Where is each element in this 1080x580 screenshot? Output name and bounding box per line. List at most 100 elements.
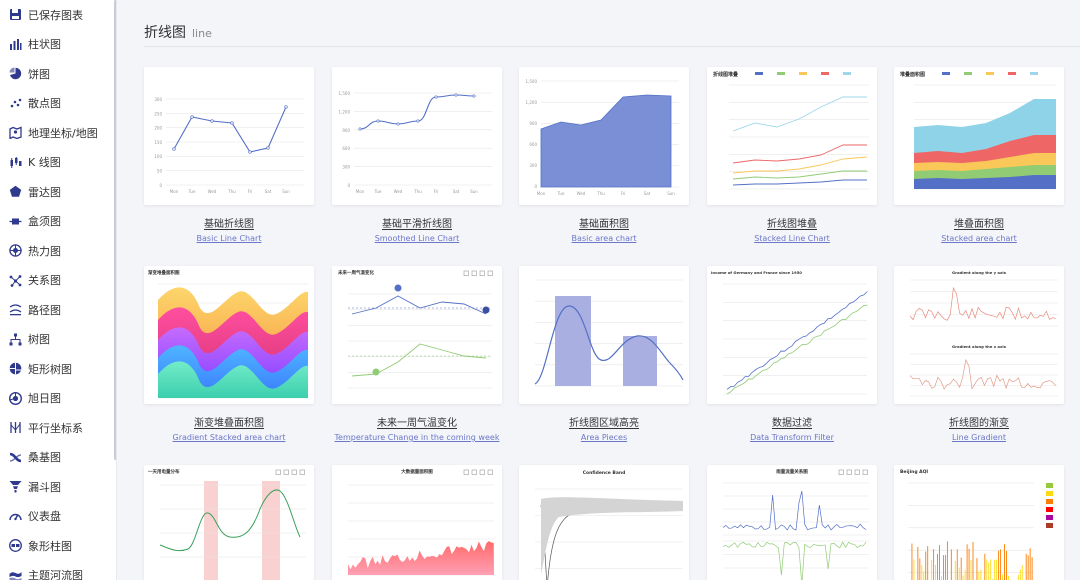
card-subtitle-link[interactable]: Data Transform Filter (750, 433, 834, 442)
flow-line (722, 490, 867, 531)
series-line (159, 489, 301, 552)
sidebar-item-sunburst[interactable]: 旭日图 (0, 384, 114, 413)
sidebar-item-boxplot[interactable]: 盒须图 (0, 207, 114, 236)
toolbox-icon (299, 469, 305, 475)
toolbox-icon (275, 469, 281, 475)
axis-tick-label: 1,500 (526, 79, 538, 84)
card-title[interactable]: 折线图的渐变 (949, 418, 1009, 429)
card-subtitle-link[interactable]: Basic Line Chart (196, 234, 262, 243)
gradient-area-layer (158, 361, 308, 398)
sidebar-item-label: 盒须图 (28, 215, 61, 228)
min-temp-line (351, 343, 487, 377)
parallel-icon (9, 421, 22, 434)
sidebar-item-theme-river[interactable]: 主题河流图 (0, 561, 114, 580)
sidebar-item-pie-chart[interactable]: 饼图 (0, 59, 114, 88)
card-subtitle-link[interactable]: Basic area chart (571, 234, 637, 243)
data-point (230, 121, 234, 125)
card-subtitle-link[interactable]: Area Pieces (580, 433, 628, 442)
card-subtitle-link[interactable]: Smoothed Line Chart (374, 234, 460, 243)
example-card-rainfall[interactable]: 雨量流量关系图 (707, 465, 877, 580)
thumbnail-chart: 未来一周气温变化 (338, 269, 493, 389)
card-thumbnail[interactable]: 雨量流量关系图 (707, 465, 877, 580)
card-title[interactable]: 基础面积图 (579, 219, 629, 230)
card-thumbnail[interactable]: 1,500 1,200 900 600 300 0 Mon Tue Wed Thu Fri Sat Su… (332, 67, 502, 205)
sidebar-item-treemap[interactable]: 矩形树图 (0, 354, 114, 383)
thumbnail-chart: Income of Germany and France since 1950 (711, 270, 868, 395)
card-thumbnail[interactable]: 折线图堆叠 (707, 67, 877, 205)
example-card-basic-area[interactable]: 1,500 1,200 900 600 300 0 Mon Tue Wed Thu Fri Sat Su… (519, 67, 689, 243)
data-point (472, 94, 476, 98)
sidebar-item-lines[interactable]: 路径图 (0, 295, 114, 324)
card-title[interactable]: 折线图区域高亮 (569, 418, 639, 429)
card-thumbnail[interactable]: Gradient along the y axis Gradient along … (894, 266, 1064, 404)
card-thumbnail[interactable]: Income of Germany and France since 1950 (707, 266, 877, 404)
data-point (172, 147, 176, 151)
sidebar-item-heatmap[interactable]: 热力图 (0, 236, 114, 265)
example-card-beijing-aqi[interactable]: Beijing AQI (894, 465, 1064, 580)
toolbox-icon (862, 469, 868, 475)
card-subtitle-link[interactable]: Stacked Line Chart (754, 234, 830, 243)
sidebar-item-candlestick[interactable]: K 线图 (0, 148, 114, 177)
series-line (732, 170, 867, 180)
example-card-smooth-line[interactable]: 1,500 1,200 900 600 300 0 Mon Tue Wed Thu Fri Sat Su… (332, 67, 502, 243)
card-title[interactable]: 数据过滤 (772, 418, 812, 429)
axis-tick-label: Tue (374, 189, 382, 194)
example-card-area-pieces[interactable]: 折线图区域高亮 Area Pieces (519, 266, 689, 442)
card-title[interactable]: 折线图堆叠 (767, 219, 817, 230)
example-card-stacked-area[interactable]: 堆叠面积图 堆叠面积图 Stacked area chart (894, 67, 1064, 243)
sidebar-item-pictorial-bar[interactable]: 象形柱图 (0, 531, 114, 560)
rainfall-line (722, 541, 867, 580)
chart-title: 堆叠面积图 (900, 71, 925, 78)
card-thumbnail[interactable]: 1,500 1,200 900 600 300 0 Mon Tue Wed Thu Fri Sat Su… (519, 67, 689, 205)
sidebar-item-funnel[interactable]: 漏斗图 (0, 472, 114, 501)
card-thumbnail[interactable]: 一天用电量分布 (144, 465, 314, 580)
card-thumbnail[interactable]: 渐变堆叠面积图 (144, 266, 314, 404)
card-title[interactable]: 基础折线图 (204, 219, 254, 230)
example-card-temperature[interactable]: 未来一周气温变化 未来一周气温变化 Temperature Change in th… (332, 266, 502, 442)
card-subtitle-link[interactable]: Stacked area chart (941, 234, 1017, 243)
sidebar-scrollbar[interactable] (114, 0, 116, 460)
thumbnail-chart: 堆叠面积图 (900, 71, 1056, 190)
axis-tick-label: 150 (154, 140, 162, 145)
card-thumbnail[interactable]: 300 250 200 150 100 50 0 Mon Tue Wed Thu Fri Sat Sun (144, 67, 314, 205)
card-thumbnail[interactable]: Confidence Band (519, 465, 689, 580)
card-subtitle-link[interactable]: Line Gradient (951, 433, 1007, 442)
card-title[interactable]: 堆叠面积图 (954, 219, 1004, 230)
example-card-transform-filter[interactable]: Income of Germany and France since 1950 数… (707, 266, 877, 442)
example-card-large-area[interactable]: 大数据量面积图 (332, 465, 502, 580)
card-thumbnail[interactable] (519, 266, 689, 404)
legend-swatch (964, 72, 972, 75)
data-point (454, 93, 458, 97)
example-card-basic-line[interactable]: 300 250 200 150 100 50 0 Mon Tue Wed Thu Fri Sat Sun 基… (144, 67, 314, 243)
sidebar-item-label: 旭日图 (28, 392, 61, 405)
sidebar-item-save[interactable]: 已保存图表 (0, 0, 114, 29)
sidebar-item-tree[interactable]: 树图 (0, 325, 114, 354)
sidebar-item-gauge[interactable]: 仪表盘 (0, 502, 114, 531)
example-card-electricity[interactable]: 一天用电量分布 (144, 465, 314, 580)
series-line (732, 179, 867, 186)
sidebar-item-parallel[interactable]: 平行坐标系 (0, 413, 114, 442)
card-title[interactable]: 基础平滑折线图 (382, 219, 452, 230)
card-subtitle-link[interactable]: Temperature Change in the coming week (334, 433, 500, 442)
card-title[interactable]: 渐变堆叠面积图 (194, 418, 264, 429)
example-card-confidence-band[interactable]: Confidence Band (519, 465, 689, 580)
sidebar-item-scatter[interactable]: 散点图 (0, 89, 114, 118)
card-thumbnail[interactable]: 未来一周气温变化 (332, 266, 502, 404)
example-card-line-gradient[interactable]: Gradient along the y axis Gradient along … (894, 266, 1064, 442)
card-title[interactable]: 未来一周气温变化 (377, 418, 457, 429)
example-card-gradient-stacked[interactable]: 渐变堆叠面积图 渐变堆叠面积图 Gradient Stacked area char… (144, 266, 314, 442)
sidebar-item-sankey[interactable]: 桑基图 (0, 443, 114, 472)
sidebar-item-radar[interactable]: 雷达图 (0, 177, 114, 206)
card-thumbnail[interactable]: 大数据量面积图 (332, 465, 502, 580)
example-card-stacked-line[interactable]: 折线图堆叠 折线图堆叠 Stacked Line Chart (707, 67, 877, 243)
card-thumbnail[interactable]: Beijing AQI (894, 465, 1064, 580)
legend-swatch (843, 72, 851, 75)
axis-tick-label: 1,200 (526, 100, 538, 105)
series-line (732, 156, 868, 174)
chart-title: 雨量流量关系图 (776, 468, 808, 475)
sidebar-item-bar-chart[interactable]: 柱状图 (0, 30, 114, 59)
card-subtitle-link[interactable]: Gradient Stacked area chart (172, 433, 286, 442)
sidebar-item-graph[interactable]: 关系图 (0, 266, 114, 295)
sidebar-item-geo-map[interactable]: 地理坐标/地图 (0, 118, 114, 147)
card-thumbnail[interactable]: 堆叠面积图 (894, 67, 1064, 205)
